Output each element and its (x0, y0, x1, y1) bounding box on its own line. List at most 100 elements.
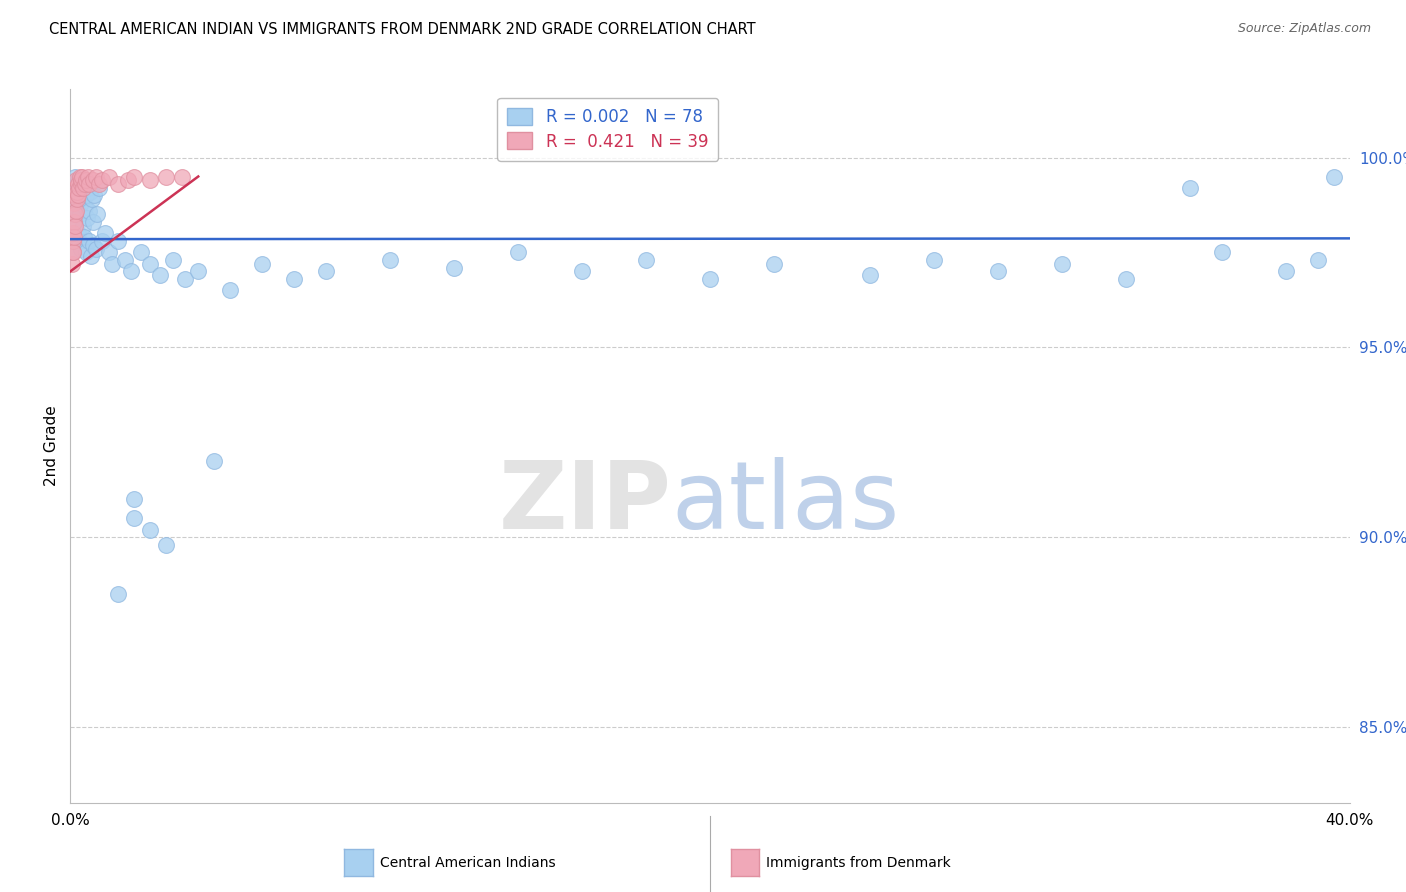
Point (636, 252, 658, 267)
Point (67, 181, 90, 195)
Point (69, 177, 91, 191)
Point (155, 169, 177, 184)
Point (65, 203, 87, 218)
Point (70, 242, 93, 256)
Point (174, 272, 197, 286)
Point (65, 173, 87, 187)
Point (252, 257, 274, 271)
Y-axis label: 2nd Grade: 2nd Grade (44, 406, 59, 486)
Point (66, 188, 89, 202)
Point (66, 177, 89, 191)
Text: ZIP: ZIP (499, 457, 672, 549)
Point (67, 173, 90, 187)
Point (699, 272, 721, 286)
Point (1211, 245, 1233, 260)
Point (77, 169, 100, 184)
Point (508, 245, 530, 260)
Point (63, 196, 86, 211)
Point (84, 169, 107, 184)
Point (79, 185, 101, 199)
Point (139, 523, 162, 537)
Point (114, 252, 136, 267)
Point (62, 207, 84, 221)
Point (1275, 264, 1298, 278)
Point (87, 181, 110, 195)
Point (76, 211, 98, 226)
Point (82, 215, 104, 229)
Point (62, 181, 84, 195)
Point (60, 245, 83, 260)
Point (187, 264, 209, 278)
Point (63, 188, 86, 202)
Point (72, 219, 94, 233)
Point (571, 264, 593, 278)
Point (97, 169, 120, 184)
Point (94, 227, 117, 241)
Point (107, 587, 129, 601)
Point (67, 177, 90, 191)
Point (84, 242, 107, 256)
Point (763, 257, 786, 271)
Point (73, 230, 96, 244)
Point (139, 257, 162, 271)
Point (63, 230, 86, 244)
Point (91, 234, 114, 248)
Point (120, 264, 142, 278)
Point (922, 252, 945, 267)
Point (202, 454, 225, 468)
Point (72, 185, 94, 199)
Point (79, 203, 101, 218)
Point (149, 268, 172, 283)
Point (97, 245, 120, 260)
Point (62, 234, 84, 248)
Text: CENTRAL AMERICAN INDIAN VS IMMIGRANTS FROM DENMARK 2ND GRADE CORRELATION CHART: CENTRAL AMERICAN INDIAN VS IMMIGRANTS FR… (49, 22, 756, 37)
Point (315, 264, 337, 278)
Point (107, 177, 129, 191)
Point (60, 257, 83, 271)
Point (91, 173, 114, 187)
Point (82, 173, 104, 187)
Point (62, 227, 84, 241)
Point (73, 177, 96, 191)
Point (1178, 181, 1201, 195)
Point (124, 511, 146, 525)
Point (101, 257, 124, 271)
Point (66, 192, 89, 206)
Point (139, 173, 162, 187)
Point (72, 181, 94, 195)
Point (117, 173, 139, 187)
Point (859, 268, 882, 283)
Point (73, 200, 96, 214)
Point (73, 177, 96, 191)
Point (75, 245, 97, 260)
Point (987, 264, 1010, 278)
Point (66, 185, 89, 199)
Text: Immigrants from Denmark: Immigrants from Denmark (766, 855, 950, 870)
Point (66, 203, 89, 218)
Point (69, 169, 91, 184)
Text: Central American Indians: Central American Indians (380, 855, 555, 870)
Point (155, 538, 177, 552)
Point (129, 245, 152, 260)
Point (219, 284, 242, 298)
Legend: R = 0.002   N = 78, R =  0.421   N = 39: R = 0.002 N = 78, R = 0.421 N = 39 (498, 97, 718, 161)
Point (80, 249, 103, 263)
Point (443, 260, 465, 275)
Point (124, 492, 146, 507)
Point (66, 227, 89, 241)
Point (1115, 272, 1137, 286)
Point (62, 245, 84, 260)
Point (1306, 252, 1329, 267)
Point (380, 252, 402, 267)
Point (77, 181, 100, 195)
Point (77, 234, 100, 248)
Point (63, 215, 86, 229)
Point (70, 173, 93, 187)
Point (1050, 257, 1073, 271)
Point (87, 177, 110, 191)
Point (107, 234, 129, 248)
Point (80, 192, 103, 206)
Point (75, 173, 97, 187)
Point (124, 169, 146, 184)
Point (63, 196, 86, 211)
